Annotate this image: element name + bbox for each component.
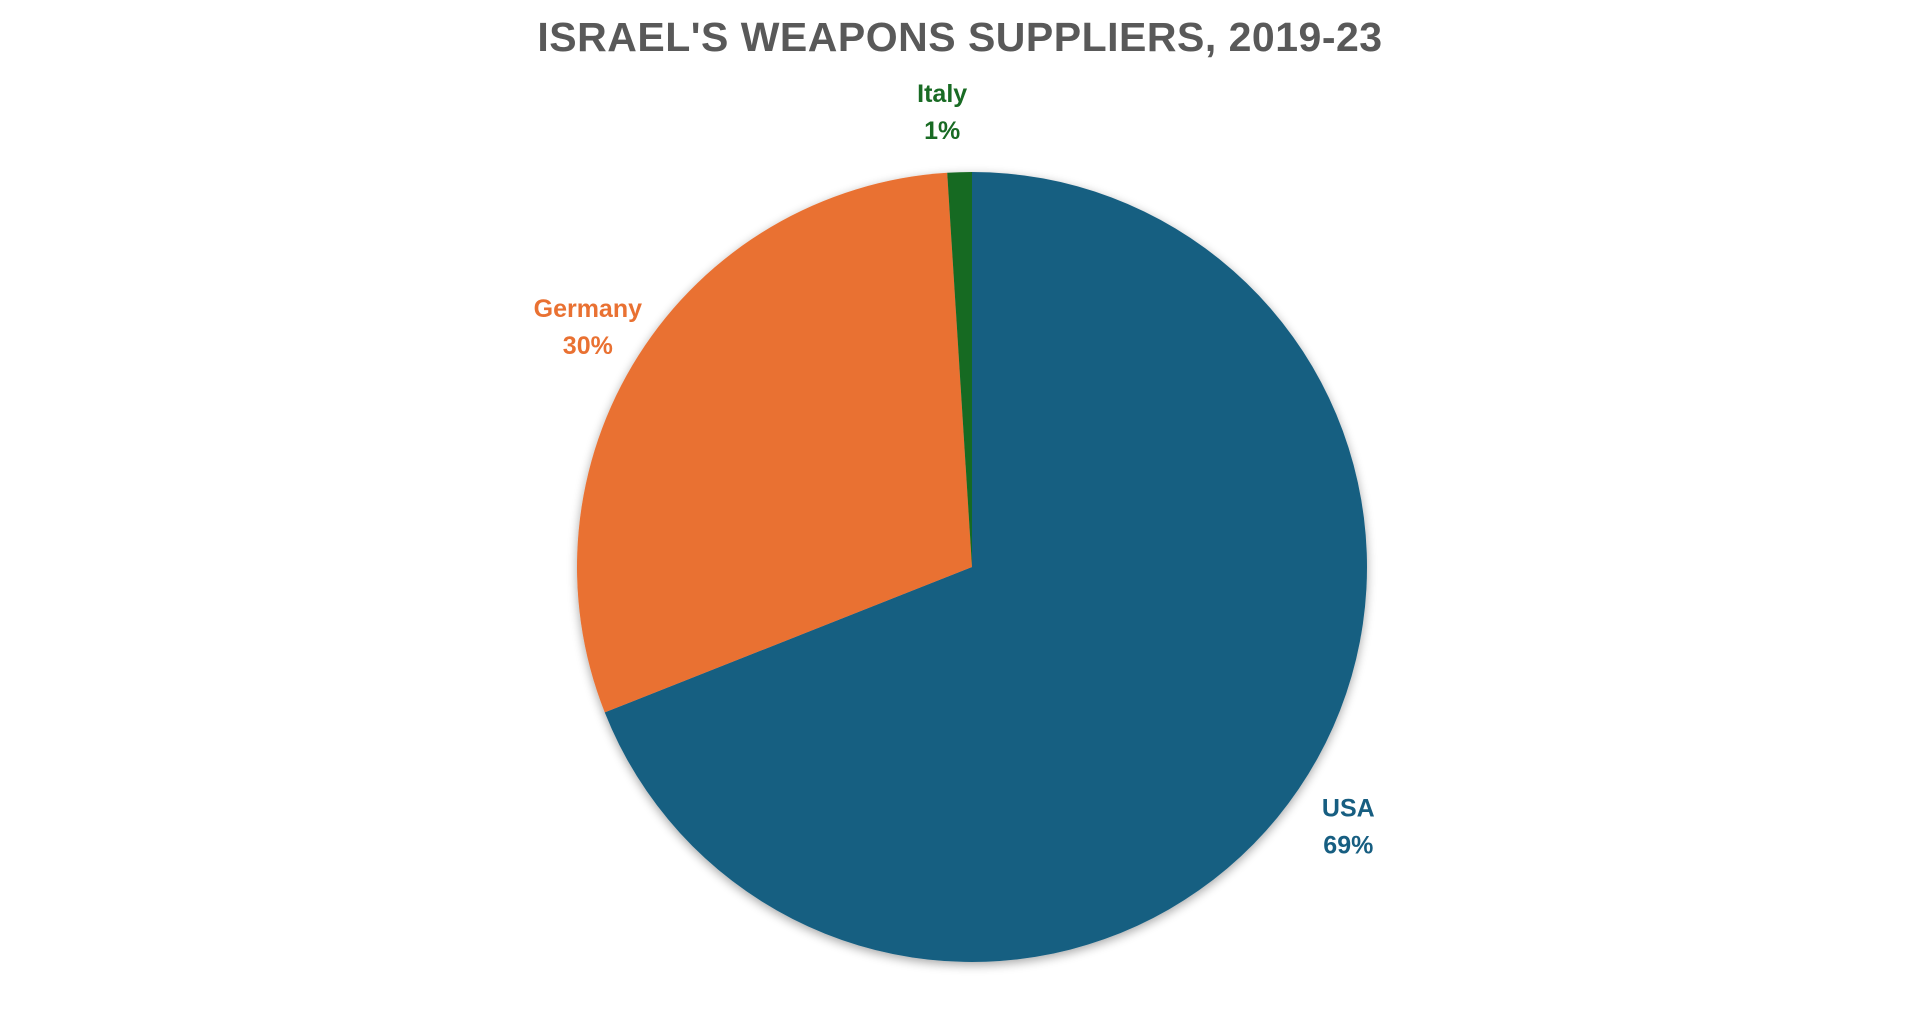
pie-slice-germany xyxy=(577,172,972,713)
slice-label-italy: Italy xyxy=(917,80,967,108)
pie-slice-usa xyxy=(604,172,1367,963)
slice-value-usa: 69% xyxy=(1323,832,1373,860)
pie-slice-italy xyxy=(947,172,972,567)
pie-labels: USA 69% Germany 30% Italy 1% xyxy=(534,80,1375,860)
slice-label-germany: Germany xyxy=(534,295,642,323)
pie-slices xyxy=(577,172,1367,963)
slice-value-italy: 1% xyxy=(924,117,960,145)
slice-value-germany: 30% xyxy=(563,332,613,360)
chart-title: ISRAEL'S WEAPONS SUPPLIERS, 2019-23 xyxy=(537,14,1383,60)
slice-label-usa: USA xyxy=(1322,795,1375,823)
